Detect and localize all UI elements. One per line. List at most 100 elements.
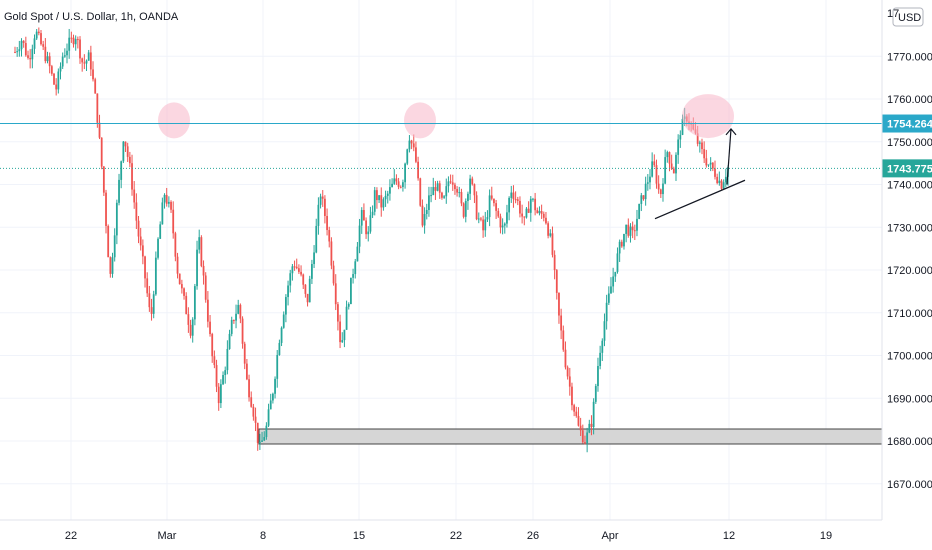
candle-body	[679, 134, 682, 140]
y-tick-label: 1740.000	[887, 180, 932, 192]
candle-body	[81, 58, 84, 63]
candle-body	[471, 178, 474, 185]
candle-body	[193, 286, 196, 320]
candle-body	[161, 202, 164, 225]
candle-body	[657, 183, 660, 190]
candle-body	[44, 46, 47, 62]
currency-button-label[interactable]: USD	[898, 12, 921, 24]
candle-body	[141, 245, 144, 257]
y-tick-label: 1720.000	[887, 265, 932, 277]
candle-body	[386, 193, 389, 196]
candle-body	[443, 196, 446, 198]
x-tick-label: 19	[820, 530, 832, 542]
candle-body	[57, 71, 60, 90]
candle-body	[510, 192, 513, 198]
currency-button[interactable]: USD	[892, 7, 924, 27]
candle-body	[588, 423, 591, 433]
candle-body	[345, 306, 348, 330]
candle-body	[462, 203, 465, 217]
candle-body	[560, 315, 563, 331]
candle-body	[644, 183, 647, 200]
candle-body	[107, 225, 110, 258]
candle-body	[237, 304, 240, 314]
candle-body	[592, 401, 595, 427]
candle-body	[438, 183, 441, 193]
candle-body	[311, 264, 313, 279]
candle-body	[618, 241, 621, 254]
candle-body	[256, 422, 259, 443]
candle-body	[408, 140, 411, 150]
candle-body	[224, 370, 227, 376]
resistance-circle	[682, 94, 734, 139]
candle-body	[92, 69, 94, 80]
candle-body	[575, 411, 578, 416]
candle-body	[232, 319, 235, 321]
candle-body	[649, 176, 651, 183]
candle-body	[545, 217, 547, 224]
candle-body	[553, 254, 556, 271]
candle-body	[599, 352, 602, 367]
candle-body	[664, 157, 667, 184]
candle-body	[562, 330, 565, 350]
candle-body	[389, 187, 391, 194]
candle-body	[282, 314, 285, 328]
candle-body	[469, 178, 472, 194]
candle-body	[85, 60, 88, 64]
candle-body	[363, 210, 365, 221]
candle-body	[662, 183, 664, 195]
candles	[14, 27, 729, 453]
candle-body	[63, 55, 66, 57]
candle-body	[412, 143, 415, 148]
candle-body	[287, 285, 289, 298]
candle-body	[454, 184, 456, 190]
chart-title: Gold Spot / U.S. Dollar, 1h, OANDA	[4, 11, 179, 23]
candle-body	[326, 215, 328, 231]
price-badge-label: 1754.264	[887, 119, 932, 131]
candle-body	[198, 237, 201, 250]
candle-body	[258, 441, 261, 443]
candle-body	[456, 189, 459, 193]
candle-body	[503, 223, 506, 226]
candle-body	[670, 163, 673, 169]
x-tick-label: Apr	[601, 530, 618, 542]
candle-body	[540, 211, 543, 214]
candle-body	[482, 219, 485, 231]
candle-body	[248, 379, 250, 398]
candle-body	[521, 213, 524, 217]
y-tick-label: 1760.000	[887, 94, 932, 106]
candle-body	[484, 219, 487, 231]
candle-body	[300, 271, 302, 275]
candle-body	[415, 147, 417, 162]
candle-body	[33, 38, 36, 49]
candle-body	[668, 152, 671, 164]
candle-body	[137, 220, 140, 237]
candle-body	[358, 225, 361, 247]
candle-body	[490, 195, 493, 199]
candle-body	[196, 249, 198, 287]
candle-body	[666, 152, 669, 158]
candle-body	[480, 218, 482, 220]
candle-body	[128, 156, 131, 164]
candle-body	[653, 161, 656, 166]
candle-body	[159, 224, 162, 239]
candle-body	[473, 184, 476, 196]
candle-body	[109, 257, 112, 274]
x-tick-label: 22	[65, 530, 77, 542]
candle-body	[334, 283, 337, 305]
candle-body	[185, 295, 188, 315]
candle-body	[430, 195, 432, 197]
candle-body	[98, 122, 101, 138]
candle-body	[230, 319, 233, 334]
candle-body	[612, 276, 615, 287]
candle-body	[122, 141, 125, 162]
candle-body	[284, 297, 287, 315]
candle-body	[213, 356, 216, 366]
candle-body	[633, 230, 636, 232]
candle-body	[369, 215, 372, 232]
candle-body	[532, 198, 534, 200]
candle-body	[672, 168, 675, 174]
candle-body	[627, 224, 630, 236]
candle-body	[226, 348, 229, 371]
candle-body	[111, 257, 114, 274]
